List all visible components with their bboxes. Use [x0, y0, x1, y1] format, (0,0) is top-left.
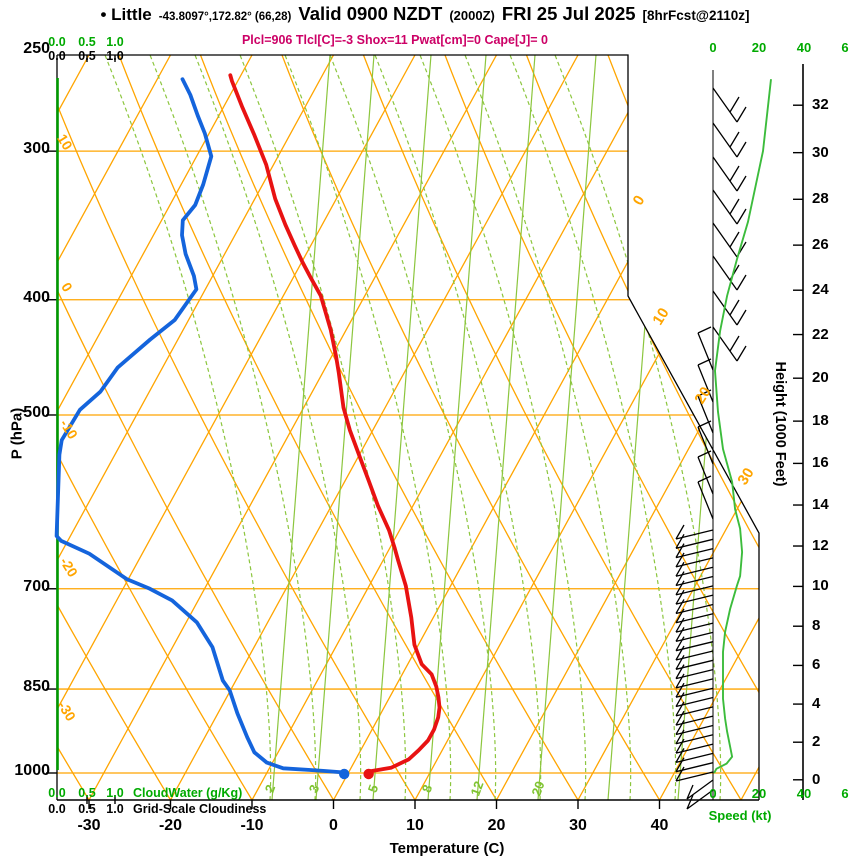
- isotherm-lines: [57, 55, 759, 800]
- speed-tick-label-bottom: 0: [709, 786, 717, 801]
- speed-tick-label-top: 0: [709, 40, 717, 55]
- axis-ticks: [46, 55, 661, 809]
- cloudiness-tick-label-bottom: 1.0: [106, 802, 124, 816]
- temperature-tick-label: 20: [487, 817, 506, 834]
- height-tick-label: 2: [812, 733, 821, 751]
- wind-speed-curve: [713, 79, 772, 774]
- speed-axis-title: Speed (kt): [708, 808, 772, 823]
- height-tick-label: 22: [812, 325, 829, 343]
- pressure-tick-label: 300: [23, 140, 50, 158]
- height-axis-title: Height (1000 Feet): [772, 361, 788, 487]
- valid-time-utc: (2000Z): [449, 8, 495, 23]
- pressure-tick-label: 850: [23, 678, 50, 696]
- cloudwater-tick-label-bottom: 1.0: [106, 786, 124, 800]
- height-tick-label: 8: [812, 617, 821, 635]
- height-tick-label: 32: [812, 96, 829, 114]
- cloudwater-tick-label-top: 1.0: [106, 35, 124, 49]
- cloudwater-scale-title: CloudWater (g/Kg): [133, 786, 243, 800]
- temperature-tick-label: 10: [406, 817, 424, 834]
- cloudiness-tick-label-top: 0.0: [48, 49, 66, 63]
- cloudiness-tick-label-top: 1.0: [106, 49, 124, 63]
- cloudiness-tick-label-bottom: 0.0: [48, 802, 66, 816]
- temperature-tick-label: 0: [329, 817, 338, 834]
- temperature-tick-label: -20: [158, 817, 183, 834]
- skewt-grid: [57, 55, 759, 800]
- pressure-tick-label: 250: [23, 40, 50, 57]
- height-tick-label: 14: [812, 496, 829, 514]
- cloudwater-tick-label-top: 0.0: [48, 35, 66, 49]
- surface-temperature-dot: [363, 768, 374, 780]
- temperature-curve: [228, 73, 442, 774]
- moist-adiabat-lines: [104, 55, 722, 800]
- height-tick-label: 20: [812, 369, 829, 387]
- cloudwater-tick-label-top: 0.5: [78, 35, 96, 49]
- pressure-tick-label: 700: [23, 577, 50, 595]
- height-tick-label: 24: [812, 281, 829, 299]
- height-axis-ticks: [793, 104, 803, 781]
- speed-tick-label-bottom: 40: [796, 786, 812, 801]
- height-tick-label: 28: [812, 190, 829, 208]
- cloudwater-tick-label-bottom: 0.0: [48, 786, 66, 800]
- pressure-tick-label: 500: [23, 403, 50, 421]
- temperature-tick-label: -30: [77, 817, 101, 834]
- valid-date: FRI 25 Jul 2025: [501, 3, 636, 24]
- cloudiness-scale-title: Grid-Scale Cloudiness: [133, 802, 267, 816]
- temperature-axis-title: Temperature (C): [389, 840, 505, 857]
- height-tick-label: 12: [812, 537, 829, 555]
- pressure-tick-label: 1000: [14, 761, 50, 779]
- height-tick-label: 6: [812, 656, 821, 674]
- cloudiness-tick-label-top: 0.5: [78, 49, 96, 63]
- mixing-ratio-lines: [271, 55, 737, 800]
- isobar-lines: [57, 150, 759, 774]
- temperature-tick-label: -10: [240, 817, 264, 834]
- height-tick-label: 4: [812, 695, 821, 713]
- speed-tick-label-bottom: 20: [751, 786, 767, 801]
- forecast-run: [8hrFcst@2110z]: [642, 8, 750, 23]
- surface-dewpoint-dot: [338, 768, 350, 780]
- height-tick-label: 0: [812, 770, 821, 788]
- height-tick-label: 10: [812, 577, 829, 595]
- height-tick-label: 30: [812, 143, 829, 161]
- speed-tick-label-top: 40: [796, 40, 812, 55]
- cloudwater-tick-label-bottom: 0.5: [78, 786, 96, 800]
- pressure-tick-label: 400: [23, 288, 50, 306]
- cloudiness-tick-label-bottom: 0.5: [78, 802, 96, 816]
- valid-time: Valid 0900 NZDT: [298, 3, 443, 24]
- stability-params-line: Plcl=906 Tlcl[C]=-3 Shox=11 Pwat[cm]=0 C…: [241, 33, 549, 47]
- height-tick-label: 26: [812, 236, 829, 254]
- height-tick-label: 16: [812, 454, 829, 472]
- chart-title: • Little -43.8097°,172.82° (66,28) Valid…: [0, 3, 850, 25]
- speed-tick-label-top: 20: [751, 40, 767, 55]
- speed-tick-label-top: 6: [841, 40, 849, 55]
- station-name: • Little: [100, 5, 152, 24]
- station-coords: -43.8097°,172.82° (66,28): [158, 11, 292, 23]
- bullet-icon: •: [100, 5, 107, 24]
- temperature-tick-label: 30: [569, 817, 587, 834]
- dewpoint-curve: [54, 77, 347, 775]
- wind-barbs: [675, 87, 747, 810]
- speed-tick-label-bottom: 6: [841, 786, 849, 801]
- temperature-tick-label: 40: [650, 817, 669, 834]
- plot-border: [56, 54, 760, 801]
- height-tick-label: 18: [812, 412, 829, 430]
